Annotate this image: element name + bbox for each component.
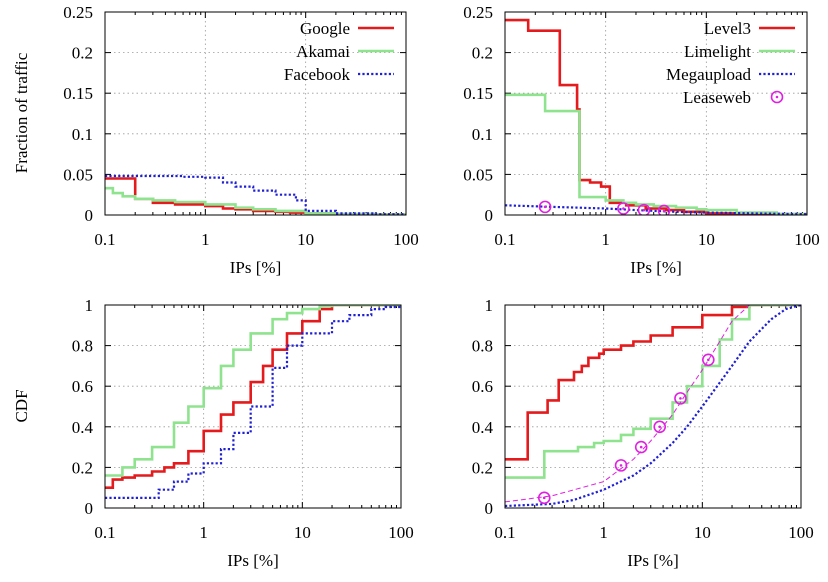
x-axis-label: IPs [%]: [627, 551, 678, 570]
series-leaseweb-point-center: [622, 207, 625, 210]
y-tick-label: 0.4: [72, 418, 94, 437]
legend-label: Facebook: [284, 65, 351, 84]
y-tick-label: 0.2: [472, 44, 493, 63]
y-tick-label: 0.05: [463, 165, 493, 184]
plot-area: [105, 305, 401, 498]
x-axis-label: IPs [%]: [630, 258, 681, 277]
y-tick-label: 0.4: [472, 418, 494, 437]
y-tick-label: 0.6: [72, 377, 93, 396]
x-tick-label: 100: [788, 523, 814, 542]
chart-panel-3: 0.1 1 10 100 0 0.2 0.4 0.6 0.8 1 IPs [%] CDF: [12, 296, 414, 570]
x-axis-label: IPs [%]: [227, 551, 278, 570]
series-leaseweb-point-center: [640, 446, 643, 449]
x-axis-label: IPs [%]: [230, 258, 281, 277]
legend-label: Akamai: [296, 42, 350, 61]
x-tick-label: 0.1: [94, 523, 115, 542]
legend-label: Google: [300, 19, 350, 38]
x-tick-label: 0.1: [94, 230, 115, 249]
series-limelight-line: [505, 95, 807, 215]
y-tick-label: 0.1: [472, 125, 493, 144]
y-tick-label: 0: [485, 206, 494, 225]
series-leaseweb-fit-line: [505, 305, 749, 502]
x-tick-label: 1: [199, 523, 208, 542]
plot-frame: [105, 12, 406, 215]
y-tick-label: 0: [85, 499, 94, 518]
x-tick-label: 1: [201, 230, 210, 249]
chart-panel-2: 0.1 1 10 100 0 0.05 0.1 0.15 0.2 0.25 IPs [%] Level…: [463, 3, 820, 277]
legend: Level3 Limelight Megaupload Leaseweb: [666, 19, 795, 107]
series-leaseweb-point: [539, 492, 550, 503]
y-tick-label: 0.8: [72, 337, 93, 356]
chart-panel-1: 0.1 1 10 100 0 0.05 0.1 0.15 0.2 0.25 IPs [%] Fract…: [12, 3, 419, 277]
legend-label: Level3: [704, 19, 751, 38]
x-tick-label: 100: [388, 523, 414, 542]
y-tick-label: 0.6: [472, 377, 493, 396]
series-level3-line: [505, 20, 807, 215]
x-tick-label: 10: [297, 230, 314, 249]
plot-area: [505, 305, 801, 506]
series-level3-line: [505, 305, 801, 459]
series-leaseweb-point-center: [679, 397, 682, 400]
series-leaseweb-point-center: [643, 209, 646, 212]
y-tick-label: 0: [85, 206, 94, 225]
plot-frame: [505, 12, 807, 215]
chart-panel-4: 0.1 1 10 100 0 0.2 0.4 0.6 0.8 1 IPs [%]: [472, 296, 814, 570]
series-leaseweb-point-center: [663, 210, 666, 213]
x-tick-label: 1: [599, 523, 608, 542]
legend-label: Leaseweb: [683, 88, 751, 107]
x-tick-label: 0.1: [494, 523, 515, 542]
series-akamai-line: [105, 305, 401, 476]
x-tick-label: 1: [601, 230, 610, 249]
y-tick-label: 0.25: [63, 3, 93, 22]
series-leaseweb-point-center: [707, 359, 710, 362]
series-leaseweb-point-center: [543, 497, 546, 500]
y-tick-label: 0.8: [472, 337, 493, 356]
y-tick-label: 1: [85, 296, 94, 315]
x-tick-label: 10: [294, 523, 311, 542]
y-tick-label: 1: [485, 296, 494, 315]
y-axis-label: Fraction of traffic: [12, 52, 31, 173]
x-tick-label: 0.1: [494, 230, 515, 249]
series-leaseweb-point-center: [658, 426, 661, 429]
plot-area: [105, 176, 406, 215]
y-tick-label: 0.15: [63, 84, 93, 103]
series-limelight-line: [505, 305, 801, 478]
y-tick-label: 0.25: [463, 3, 493, 22]
series-leaseweb-point-center: [544, 206, 547, 209]
y-axis-label: CDF: [12, 389, 31, 422]
series-leaseweb-point: [616, 460, 627, 471]
legend-label: Limelight: [684, 42, 751, 61]
y-tick-label: 0.2: [72, 44, 93, 63]
x-tick-label: 10: [698, 230, 715, 249]
x-tick-label: 100: [393, 230, 419, 249]
legend-label: Megaupload: [666, 65, 751, 84]
x-tick-label: 10: [694, 523, 711, 542]
y-tick-label: 0.05: [63, 165, 93, 184]
y-tick-label: 0: [485, 499, 494, 518]
series-leaseweb-point: [703, 354, 714, 365]
legend: Google Akamai Facebook: [284, 19, 394, 84]
x-tick-label: 100: [794, 230, 820, 249]
y-tick-label: 0.15: [463, 84, 493, 103]
series-leaseweb-point-center: [620, 464, 623, 467]
y-tick-label: 0.2: [472, 458, 493, 477]
y-tick-label: 0.2: [72, 458, 93, 477]
plot-area: [505, 20, 807, 216]
y-tick-label: 0.1: [72, 125, 93, 144]
legend-circle-center: [776, 96, 779, 99]
